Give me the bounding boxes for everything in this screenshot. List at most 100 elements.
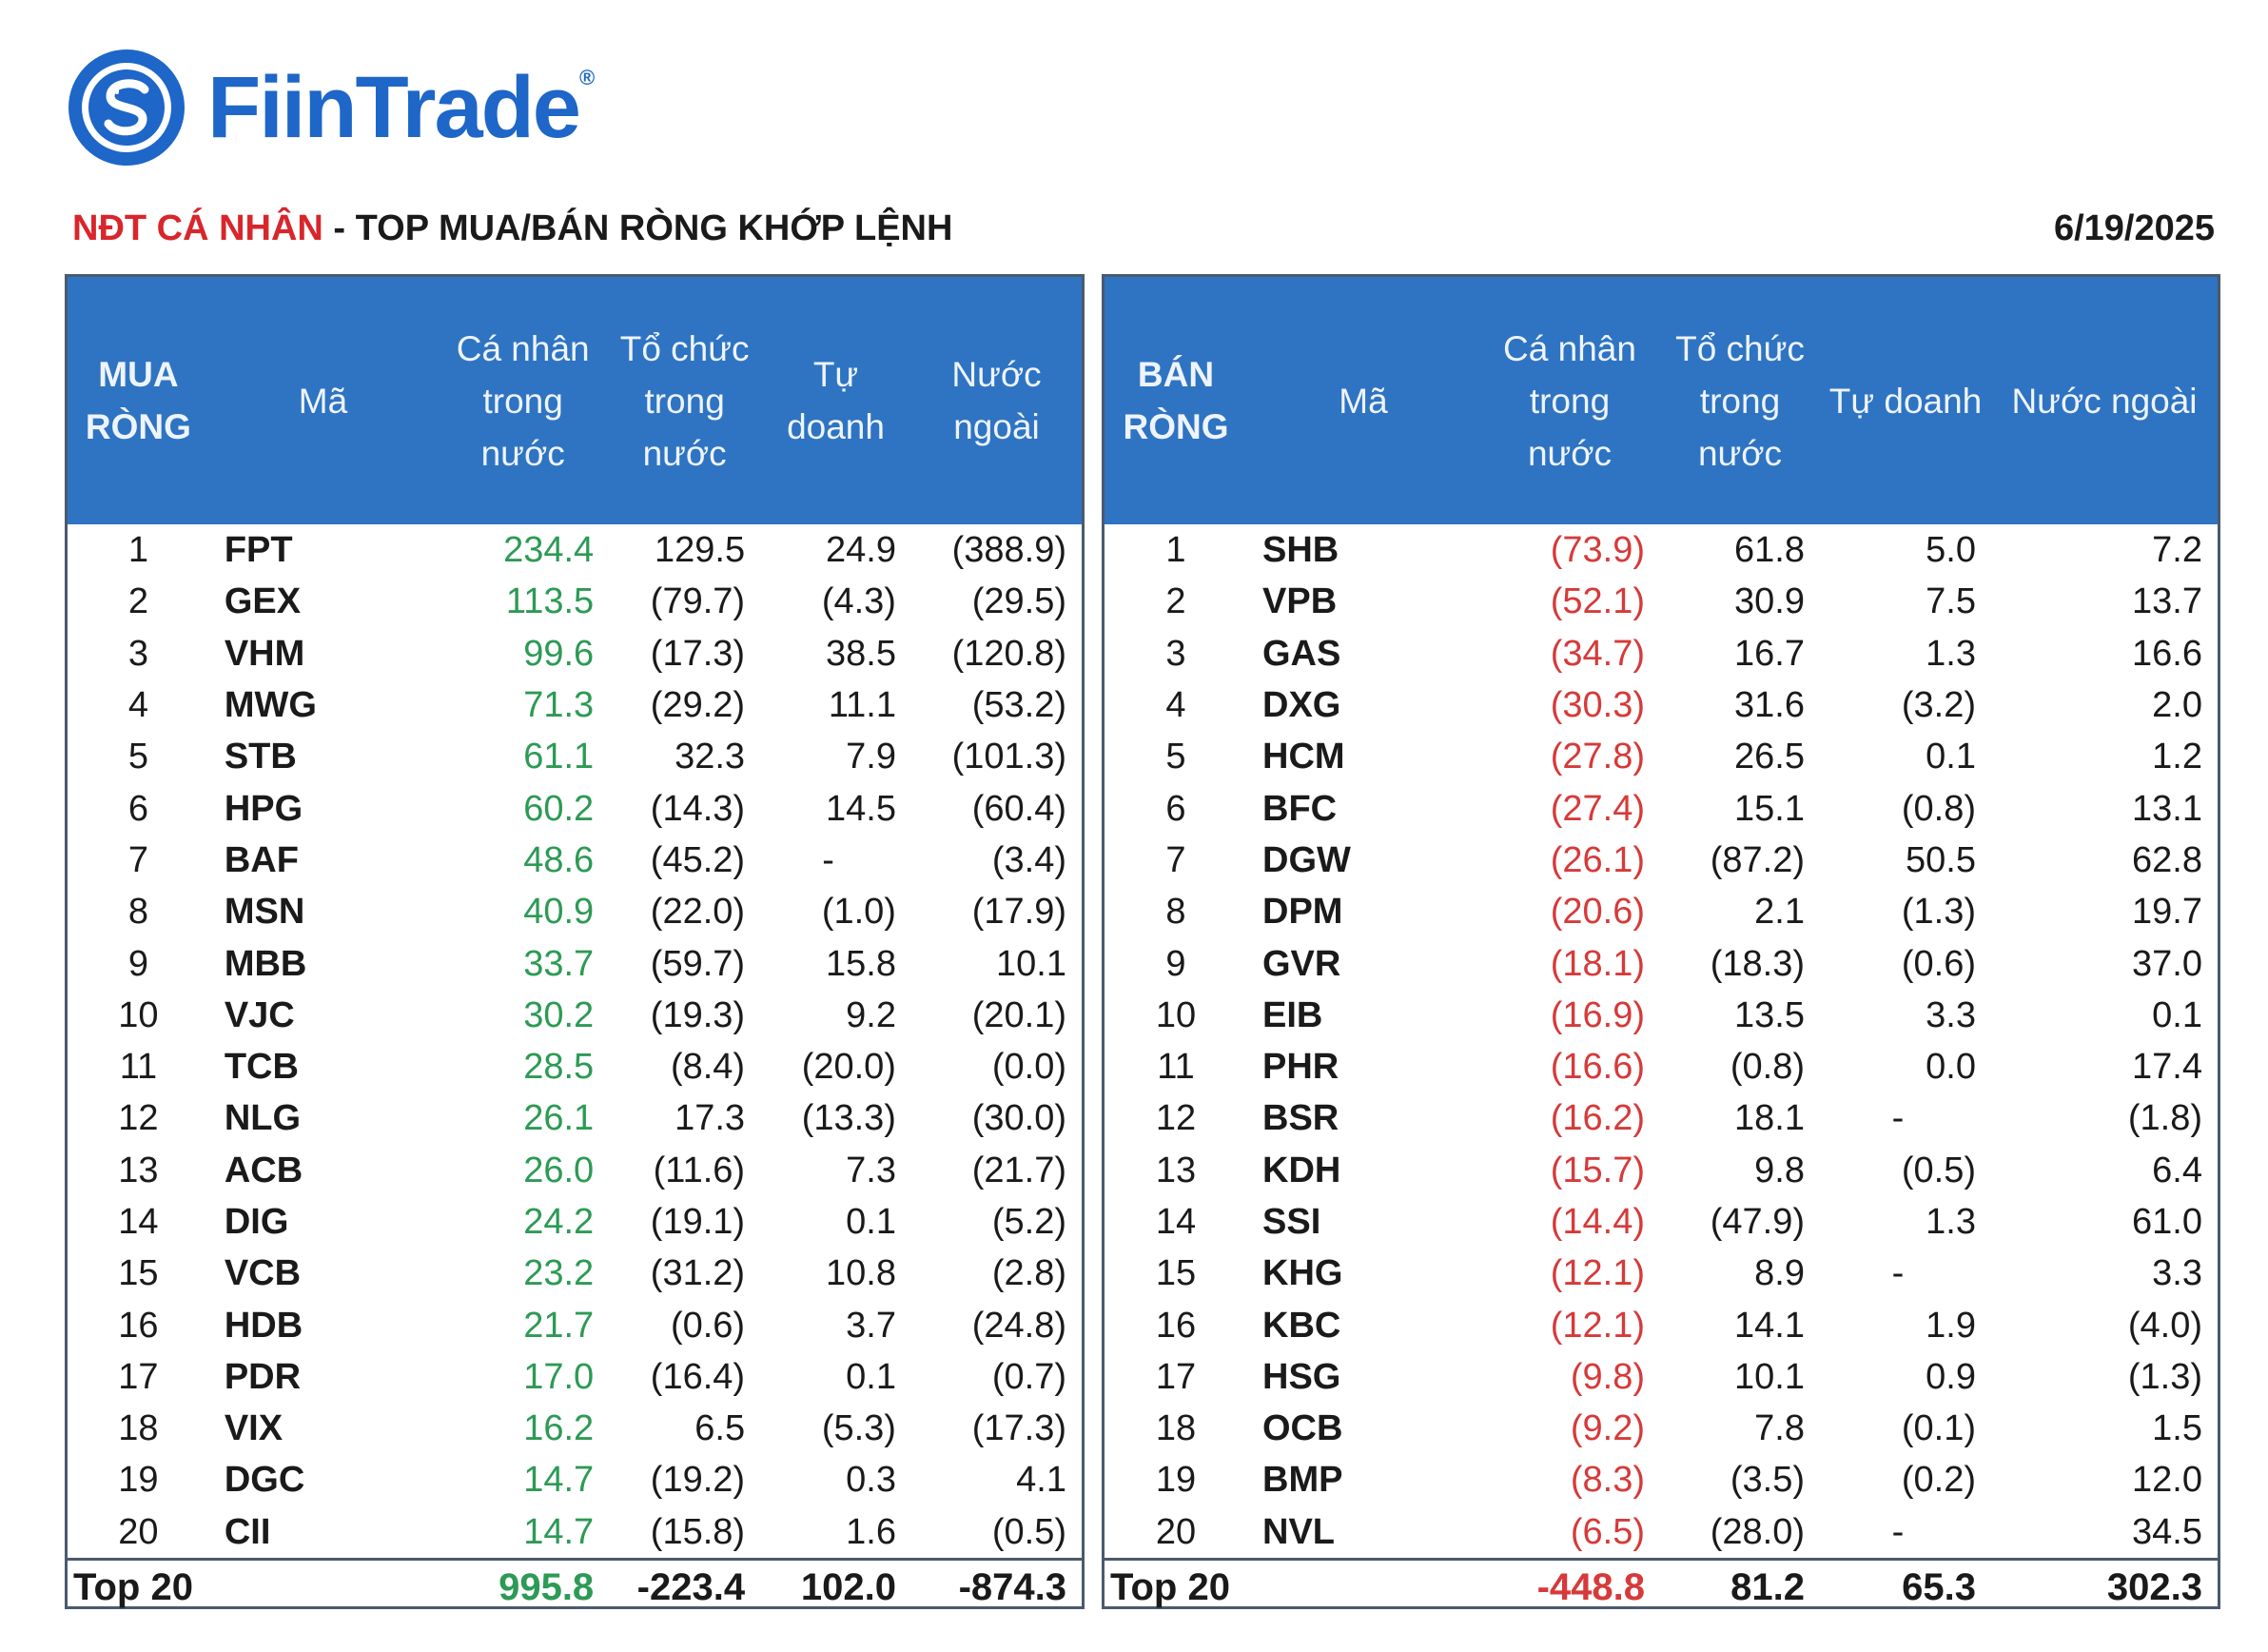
rank-cell: 16 [118,1305,159,1346]
table-row: 6 BFC (27.4) 15.1 (0.8) 13.1 [1105,782,2218,834]
institution-cell: (18.3) [1710,943,1805,984]
proprietary-cell: (1.0) [821,892,896,933]
col-institution: Tổ chức trong nước [1660,277,1820,524]
proprietary-cell: (13.3) [801,1098,896,1139]
proprietary-cell: 0.1 [846,1202,896,1242]
rank-cell: 11 [119,1047,158,1088]
code-cell: TCB [224,1047,299,1088]
proprietary-cell: 11.1 [828,685,896,726]
foreign-cell: 61.0 [2132,1202,2202,1242]
proprietary-cell: (0.8) [1901,788,1976,829]
institution-cell: 129.5 [654,530,746,571]
rank-cell: 14 [118,1202,159,1242]
institution-cell: (79.7) [650,581,746,622]
foreign-cell: (120.8) [951,633,1066,674]
foreign-cell: (101.3) [951,737,1066,777]
code-cell: DIG [224,1202,289,1242]
proprietary-cell: 14.5 [826,788,896,829]
institution-cell: 61.8 [1734,530,1805,571]
code-cell: PHR [1262,1047,1339,1088]
rank-cell: 2 [127,581,148,622]
code-cell: SHB [1262,530,1339,571]
foreign-cell: (0.5) [991,1511,1066,1552]
table-row: 13 KDH (15.7) 9.8 (0.5) 6.4 [1105,1145,2218,1196]
table-row: 12 NLG 26.1 17.3 (13.3) (30.0) [68,1092,1082,1144]
institution-cell: 18.1 [1734,1098,1805,1139]
proprietary-cell: 24.9 [826,530,896,571]
institution-cell: (14.3) [650,788,746,829]
table-row: 3 VHM 99.6 (17.3) 38.5 (120.8) [68,628,1082,679]
foreign-cell: 4.1 [1016,1460,1066,1501]
rank-cell: 13 [118,1150,159,1190]
table-row: 18 OCB (9.2) 7.8 (0.1) 1.5 [1105,1403,2218,1454]
table-row: 10 VJC 30.2 (19.3) 9.2 (20.1) [68,990,1082,1041]
total-individual: 995.8 [437,1557,610,1614]
foreign-cell: 2.0 [2152,685,2202,726]
proprietary-cell: (1.3) [1901,892,1976,933]
foreign-cell: 3.3 [2152,1253,2202,1294]
institution-cell: (0.8) [1730,1047,1805,1088]
total-empty [208,1557,438,1614]
table-row: 20 CII 14.7 (15.8) 1.6 (0.5) [68,1506,1082,1560]
col-proprietary: Tự doanh [760,277,911,524]
proprietary-cell: 0.3 [846,1460,896,1501]
table-row: 9 MBB 33.7 (59.7) 15.8 10.1 [68,937,1082,989]
individual-cell: (20.6) [1550,892,1645,933]
rank-cell: 1 [127,530,148,571]
rank-cell: 12 [1155,1098,1197,1139]
rank-cell: 19 [1155,1460,1197,1501]
net-buy-table: MUA RÒNG Mã Cá nhân trong nước Tổ chức t… [68,277,1082,1614]
table-header: MUA RÒNG Mã Cá nhân trong nước Tổ chức t… [68,277,1082,524]
proprietary-cell: - [822,839,834,880]
table-row: 4 MWG 71.3 (29.2) 11.1 (53.2) [68,679,1082,731]
proprietary-cell: 10.8 [826,1253,896,1294]
code-cell: BMP [1262,1460,1343,1501]
total-foreign: 302.3 [1991,1557,2218,1614]
code-cell: OCB [1262,1408,1343,1449]
individual-cell: 23.2 [523,1253,595,1294]
code-cell: CII [224,1511,271,1552]
institution-cell: (17.3) [650,633,746,674]
institution-cell: 14.1 [1734,1305,1805,1346]
code-cell: NVL [1262,1511,1335,1552]
foreign-cell: (24.8) [971,1305,1066,1346]
rank-cell: 20 [1155,1511,1197,1552]
foreign-cell: 16.6 [2132,633,2202,674]
page-title: NĐT CÁ NHÂN - TOP MUA/BÁN RÒNG KHỚP LỆNH [72,202,952,255]
individual-cell: (73.9) [1550,530,1645,571]
individual-cell: 113.5 [505,581,595,622]
institution-cell: (31.2) [650,1253,746,1294]
foreign-cell: 37.0 [2132,943,2202,984]
foreign-cell: (21.7) [971,1150,1066,1190]
foreign-cell: 10.1 [996,943,1066,984]
col-foreign: Nước ngoài [910,277,1082,524]
individual-cell: (12.1) [1550,1253,1645,1294]
code-cell: VHM [224,633,305,674]
rank-cell: 7 [127,839,148,880]
code-cell: GVR [1262,943,1341,984]
total-individual: -448.8 [1479,1557,1660,1614]
institution-cell: (15.8) [650,1511,746,1552]
code-cell: BFC [1262,788,1338,829]
code-cell: VCB [224,1253,302,1294]
table-row: 9 GVR (18.1) (18.3) (0.6) 37.0 [1105,937,2218,989]
code-cell: DGW [1262,839,1351,880]
proprietary-cell: 3.7 [846,1305,896,1346]
rank-cell: 6 [127,788,148,829]
institution-cell: (28.0) [1710,1511,1805,1552]
table-row: 1 FPT 234.4 129.5 24.9 (388.9) [68,524,1082,576]
foreign-cell: (3.4) [991,839,1066,880]
foreign-cell: 6.4 [2152,1150,2202,1190]
rank-cell: 10 [118,994,159,1035]
individual-cell: (34.7) [1550,633,1645,674]
total-label: Top 20 [1105,1557,1247,1614]
proprietary-cell: 0.1 [846,1356,896,1397]
rank-cell: 19 [118,1460,159,1501]
institution-cell: (3.5) [1730,1460,1805,1501]
code-cell: KHG [1262,1253,1343,1294]
proprietary-cell: 0.1 [1926,737,1976,777]
rank-cell: 13 [1155,1150,1197,1190]
individual-cell: (16.2) [1550,1098,1645,1139]
rank-cell: 8 [1165,892,1186,933]
foreign-cell: (17.9) [971,892,1066,933]
